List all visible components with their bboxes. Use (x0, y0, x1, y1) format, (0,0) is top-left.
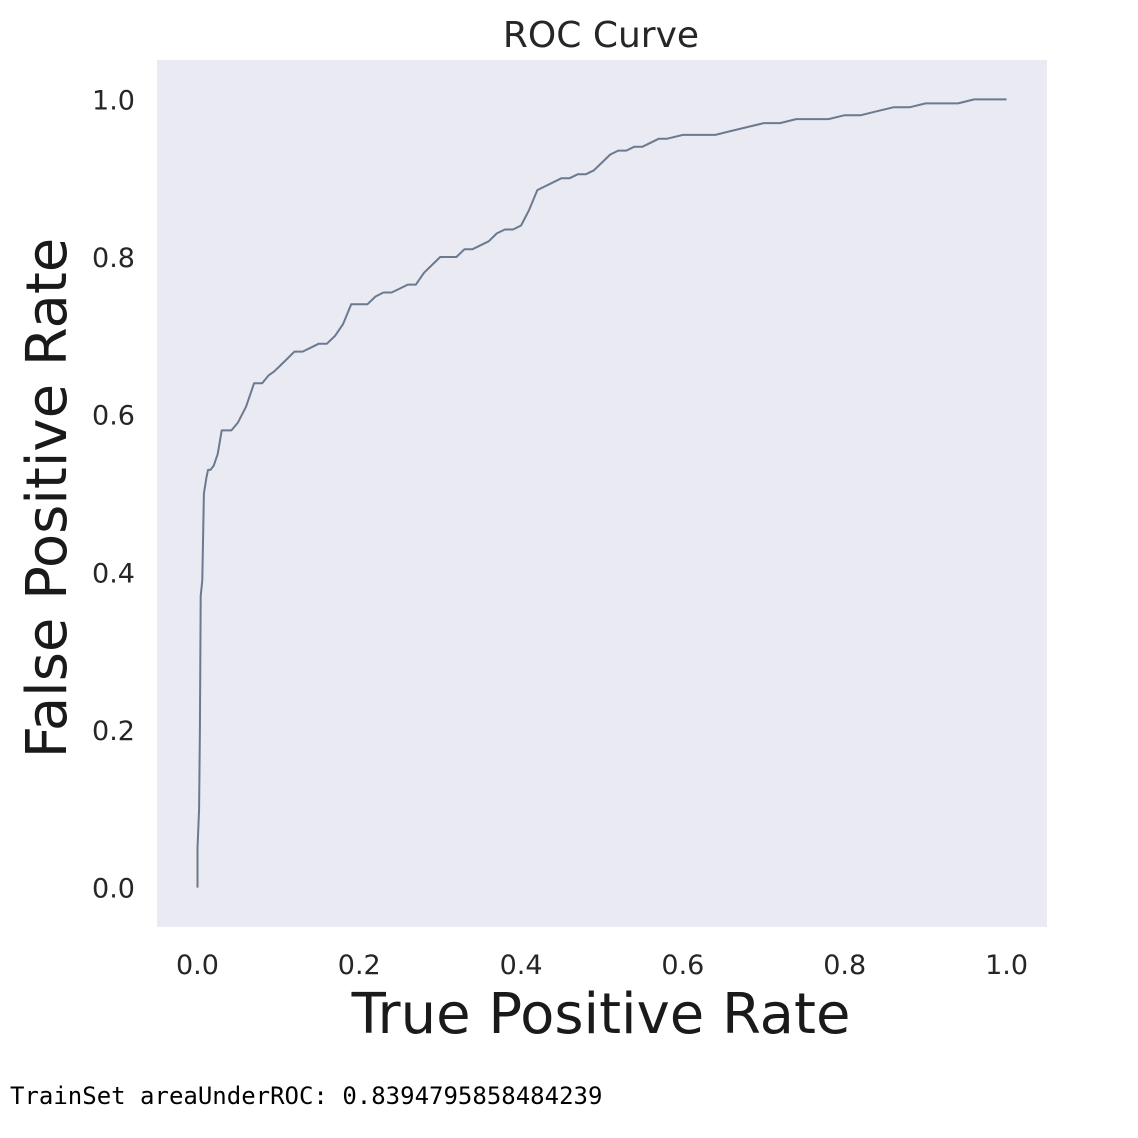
plot-area-background (157, 60, 1047, 927)
chart-title: ROC Curve (503, 15, 699, 56)
x-tick-label: 0.0 (176, 950, 219, 981)
y-tick-label: 0.4 (92, 558, 135, 589)
roc-curve-line (196, 98, 1007, 888)
x-tick-label: 0.2 (338, 950, 381, 981)
x-axis-title: True Positive Rate (351, 982, 851, 1047)
y-tick-label: 0.6 (92, 401, 135, 432)
y-tick-label: 0.0 (92, 874, 135, 905)
x-tick-labels: 0.0 0.2 0.4 0.6 0.8 1.0 (176, 950, 1028, 981)
x-tick-label: 0.6 (661, 950, 704, 981)
series-layer (196, 98, 1007, 888)
x-tick-label: 0.4 (500, 950, 543, 981)
y-tick-label: 0.2 (92, 716, 135, 747)
x-tick-label: 1.0 (985, 950, 1028, 981)
roc-chart: 0.0 0.2 0.4 0.6 0.8 1.0 0.0 0.2 0.4 0.6 0.8 1.0 RO… (15, 15, 1047, 1047)
y-tick-label: 1.0 (92, 85, 135, 116)
y-tick-label: 0.8 (92, 243, 135, 274)
y-tick-labels: 0.0 0.2 0.4 0.6 0.8 1.0 (92, 85, 135, 904)
x-tick-label: 0.8 (823, 950, 866, 981)
output-text: TrainSet areaUnderROC: 0.839479585848423… (10, 1082, 603, 1110)
y-axis-title: False Positive Rate (15, 238, 80, 758)
